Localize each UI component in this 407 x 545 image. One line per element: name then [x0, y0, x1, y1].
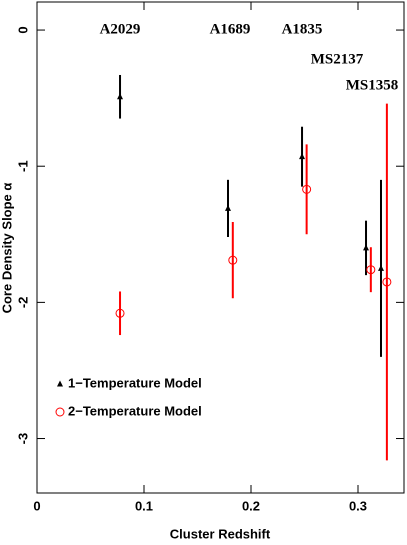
x-axis-title: Cluster Redshift [170, 526, 271, 541]
annotation: A1835 [282, 21, 323, 37]
data-point [382, 277, 392, 287]
annotation: MS2137 [311, 51, 364, 67]
x-tick-label: 0.1 [135, 498, 153, 513]
data-point [117, 93, 124, 100]
annotation: A1689 [210, 21, 251, 37]
legend-marker [57, 380, 63, 387]
data-point [299, 153, 306, 160]
legend-label: 1−Temperature Model [68, 375, 202, 390]
data-point [302, 184, 312, 194]
legend-label: 2−Temperature Model [68, 403, 202, 418]
data-point [377, 264, 384, 271]
data-point [224, 204, 231, 211]
annotation: A2029 [100, 21, 141, 37]
x-tick-label: 0 [33, 498, 40, 513]
x-tick-label: 0.3 [349, 498, 367, 513]
y-tick-label: -3 [15, 433, 30, 445]
y-tick-label: 0 [15, 26, 30, 33]
y-tick-label: -1 [15, 160, 30, 172]
data-point [363, 244, 370, 251]
data-point [228, 255, 238, 265]
annotation: MS1358 [346, 77, 399, 93]
data-point [115, 308, 125, 318]
y-axis-title: Core Density Slope α [0, 183, 14, 314]
plot-frame [36, 1, 405, 494]
data-point [366, 265, 376, 275]
y-tick-label: -2 [15, 297, 30, 309]
legend-marker [55, 407, 65, 417]
x-tick-label: 0.2 [242, 498, 260, 513]
